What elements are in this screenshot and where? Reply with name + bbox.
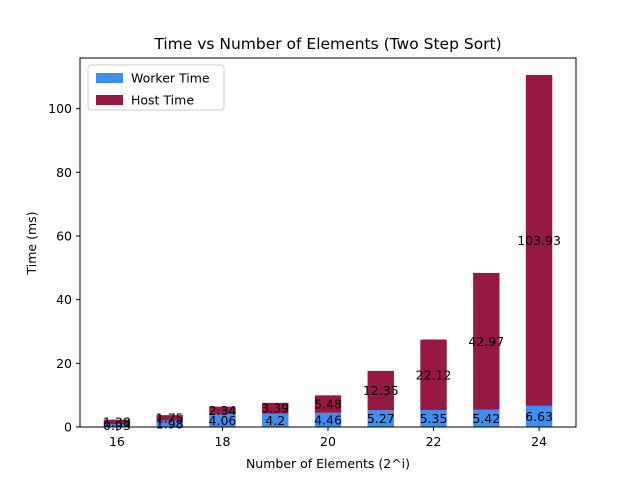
host-time-data-label: 12.35: [363, 383, 399, 398]
legend-label: Worker Time: [131, 71, 210, 86]
host-time-data-label: 1.75: [156, 410, 184, 425]
x-tick-label: 20: [320, 434, 336, 449]
chart-title: Time vs Number of Elements (Two Step Sor…: [153, 35, 501, 53]
host-time-bar: [103, 419, 131, 425]
legend: Worker Time Host Time: [87, 64, 225, 111]
host-time-data-label: 2.34: [209, 403, 237, 418]
x-tick-label: 24: [531, 434, 547, 449]
host-time-data-label: 42.97: [468, 334, 504, 349]
host-time-bar: [262, 402, 289, 414]
worker-time-data-label: 0.93: [103, 418, 131, 433]
worker-time-data-label: 5.42: [472, 411, 500, 426]
axes-layer: 16 18 20 22 24 0 20 40 60 80 100: [48, 57, 577, 449]
worker-time-bar: [209, 414, 236, 427]
legend-label: Host Time: [131, 93, 194, 108]
worker-time-data-label: 5.35: [420, 411, 448, 426]
worker-time-bar: [473, 409, 500, 427]
worker-time-data-label: 1.98: [156, 416, 184, 431]
host-time-bar: [209, 406, 236, 415]
worker-time-bar: [314, 412, 342, 427]
host-time-data-label: 3.39: [261, 401, 289, 416]
worker-time-data-label: 5.27: [367, 411, 395, 426]
y-tick-label: 20: [56, 356, 72, 371]
legend-swatch: [96, 73, 123, 83]
y-tick-label: 100: [48, 101, 72, 116]
bars-layer: [103, 75, 553, 427]
worker-time-bar: [103, 424, 131, 427]
x-axis-label: Number of Elements (2^i): [246, 456, 410, 471]
host-time-bar: [314, 395, 342, 413]
host-time-data-label: 5.48: [314, 397, 342, 412]
worker-time-data-label: 4.46: [314, 412, 342, 427]
y-tick-label: 60: [56, 228, 72, 243]
host-time-bar: [367, 370, 394, 411]
host-time-bar: [525, 75, 553, 406]
worker-time-bar: [420, 409, 447, 427]
host-time-data-label: 22.12: [416, 367, 452, 382]
host-time-data-label: 103.93: [517, 233, 561, 248]
legend-swatch: [96, 95, 123, 105]
y-tick-label: 0: [64, 420, 72, 435]
host-time-bar: [473, 272, 500, 410]
worker-time-bar: [156, 420, 183, 427]
x-tick-label: 18: [215, 434, 231, 449]
host-time-bar: [156, 415, 183, 421]
worker-time-data-label: 4.06: [209, 413, 237, 428]
worker-time-bar: [262, 413, 289, 427]
plot-frame: [79, 57, 577, 428]
y-tick-label: 80: [56, 165, 72, 180]
y-tick-label: 40: [56, 292, 72, 307]
host-time-bar: [420, 339, 447, 410]
x-tick-label: 16: [109, 434, 125, 449]
host-time-data-label: 1.38: [103, 414, 131, 429]
worker-time-bar: [367, 410, 394, 427]
worker-time-data-label: 6.63: [525, 409, 553, 424]
x-tick-label: 22: [426, 434, 442, 449]
data-labels-layer: 0.931.38 1.981.75 4.062.34 4.23.39 4.465.48 5…: [103, 233, 561, 433]
worker-time-bar: [525, 405, 553, 427]
worker-time-data-label: 4.2: [265, 413, 285, 428]
y-axis-label: Time (ms): [24, 211, 39, 275]
